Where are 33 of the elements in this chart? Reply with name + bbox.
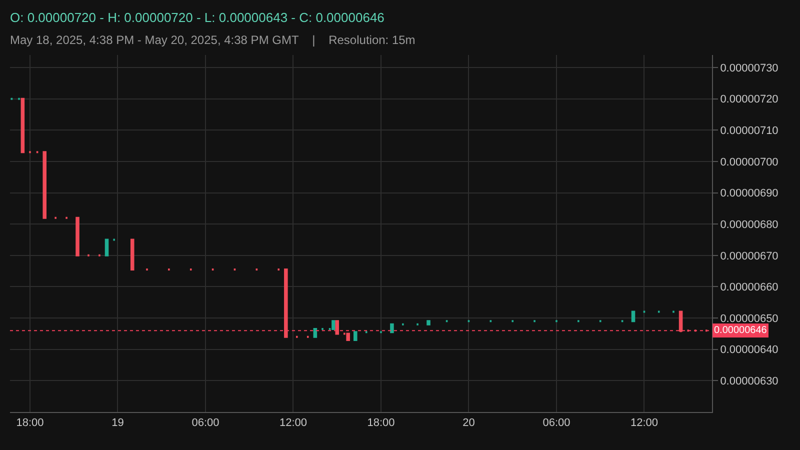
candlestick (76, 216, 80, 256)
x-tick-label: 12:00 (279, 417, 308, 430)
y-tick-label: 0.00000630 (720, 376, 778, 388)
candlestick (354, 331, 358, 341)
chart-title: O: 0.00000720 - H: 0.00000720 - L: 0.00000643 - C: 0.00000646 (10, 10, 384, 25)
candlestick (631, 310, 636, 322)
x-tick-label: 12:00 (630, 417, 658, 430)
candlestick (130, 238, 134, 271)
ref-line-label: 0.00000646 (714, 325, 768, 336)
y-tick-label: 0.00000650 (720, 312, 778, 325)
y-tick-label: 0.00000720 (720, 94, 778, 106)
candlestick (313, 328, 318, 338)
chart-subtitle: May 18, 2025, 4:38 PM - May 20, 2025, 4:38 PM GMT | Resolution: 15m (10, 33, 416, 47)
candlestick (20, 98, 25, 154)
x-tick-label: 06:00 (542, 417, 570, 430)
y-tick-label: 0.00000670 (720, 250, 778, 262)
x-tick-label: 18:00 (16, 417, 44, 430)
x-tick-label: 20 (462, 417, 475, 430)
y-tick-label: 0.00000660 (720, 282, 778, 294)
x-tick-label: 19 (112, 417, 124, 430)
candlestick (332, 320, 336, 330)
x-tick-label: 18:00 (367, 417, 395, 430)
candlestick (42, 151, 47, 219)
candlestick (390, 323, 394, 334)
candlestick (104, 238, 109, 256)
y-tick-label: 0.00000730 (720, 62, 778, 74)
x-tick-label: 06:00 (192, 417, 220, 430)
y-tick-label: 0.00000700 (720, 156, 778, 168)
y-tick-label: 0.00000710 (720, 125, 778, 138)
y-tick-label: 0.00000640 (720, 344, 778, 356)
candlestick (426, 320, 430, 326)
y-tick-label: 0.00000690 (720, 188, 778, 200)
y-tick-label: 0.00000680 (720, 218, 778, 231)
